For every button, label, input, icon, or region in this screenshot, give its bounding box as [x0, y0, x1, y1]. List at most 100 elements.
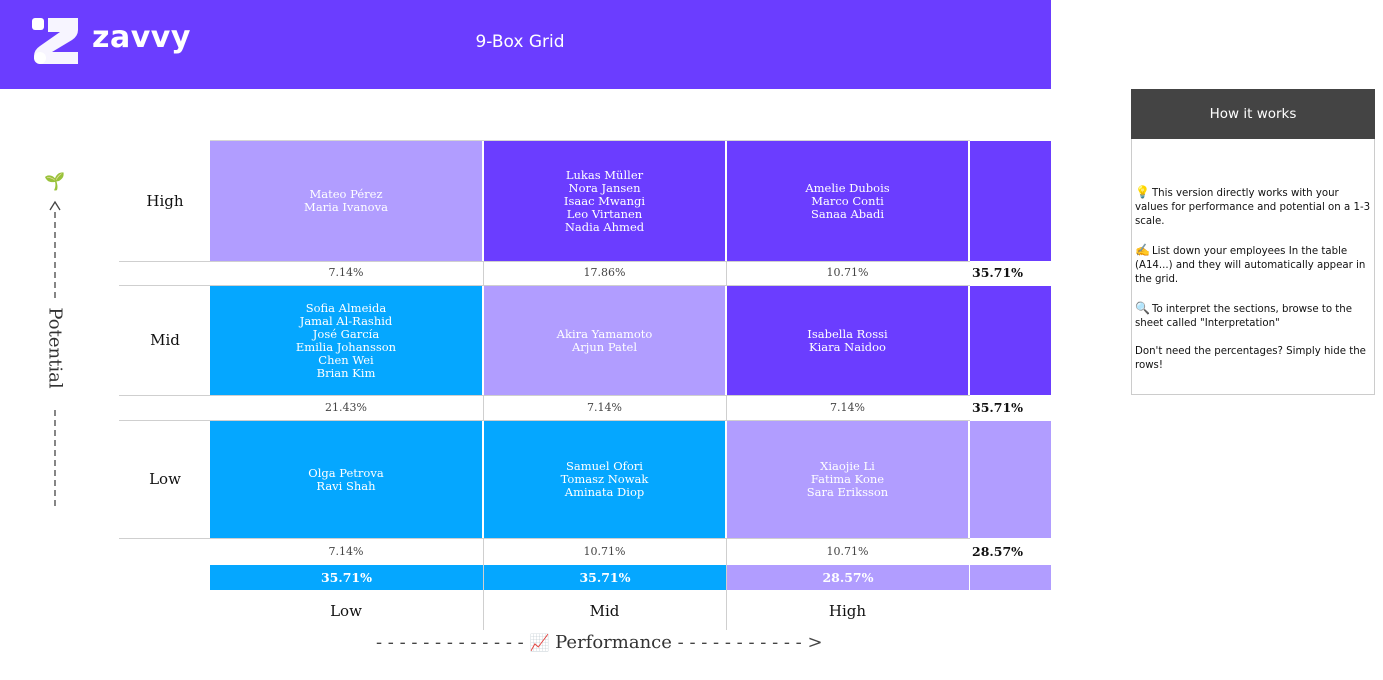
employee-name: Emilia Johansson: [295, 339, 397, 354]
employee-name: José García: [312, 326, 380, 341]
row-separator: [119, 395, 970, 396]
col-label-high: High: [828, 602, 867, 620]
magnifier-icon: 🔍: [1135, 301, 1150, 315]
cell-percentage: 7.14%: [328, 266, 364, 279]
row-total-low: 28.57%: [972, 544, 1024, 559]
cell-percentage: 7.14%: [830, 401, 865, 414]
employee-name: Arjun Patel: [571, 339, 638, 354]
employee-name: Sanaa Abadi: [810, 206, 885, 221]
row-edge-block-high: [970, 141, 1051, 261]
grid-cell-high-high[interactable]: Amelie Dubois Marco Conti Sanaa Abadi: [727, 141, 968, 261]
employee-name: Tomasz Nowak: [560, 472, 649, 486]
zavvy-logo-icon: [32, 18, 78, 64]
employee-name: Ravi Shah: [316, 478, 376, 493]
row-separator: [119, 285, 970, 286]
cell-percentage: 17.86%: [583, 266, 626, 279]
employee-name: Xiaojie Li: [820, 459, 875, 473]
grid-vline: [483, 261, 484, 285]
employee-name: Akira Yamamoto: [556, 326, 653, 341]
grid-vline: [726, 538, 727, 630]
logo-text: zavvy: [92, 20, 191, 55]
employee-name: Mateo Pérez: [309, 187, 383, 201]
employee-name: Chen Wei: [318, 352, 374, 367]
employee-name: Kiara Naidoo: [809, 339, 886, 354]
employee-name: Sara Eriksson: [806, 485, 889, 499]
row-total-high: 35.71%: [972, 265, 1024, 280]
employee-name: Amelie Dubois: [805, 180, 890, 195]
employee-name: Samuel Ofori: [566, 459, 643, 473]
how-it-works-item: 🔍 To interpret the sections, browse to th…: [1135, 301, 1373, 331]
cell-percentage: 10.71%: [826, 266, 869, 279]
grid-cell-mid-mid[interactable]: Akira Yamamoto Arjun Patel: [484, 286, 725, 395]
how-it-works-text: This version directly works with your va…: [1135, 188, 1371, 227]
employee-name: Nora Jansen: [568, 180, 641, 195]
row-total-mid: 35.71%: [972, 400, 1024, 415]
how-it-works-text: To interpret the sections, browse to the…: [1135, 304, 1353, 329]
cell-percentage: 10.71%: [826, 545, 869, 558]
how-it-works-panel: [1131, 89, 1375, 395]
employee-name: Maria Ivanova: [304, 200, 388, 214]
employee-name: Isabella Rossi: [807, 326, 888, 341]
row-edge-block-low: [970, 421, 1051, 538]
how-it-works-item: Don't need the percentages? Simply hide …: [1135, 345, 1373, 373]
grid-top-border: [210, 140, 970, 141]
employee-name: Fatima Kone: [810, 472, 885, 486]
cell-percentage: 7.14%: [328, 545, 364, 558]
grid-cell-high-low[interactable]: Mateo Pérez Maria Ivanova: [210, 141, 482, 261]
how-it-works-item: 💡 This version directly works with your v…: [1135, 185, 1373, 229]
employee-name: Brian Kim: [316, 365, 376, 380]
potential-axis-label: Potential: [44, 307, 66, 389]
seedling-icon: 🌱: [44, 172, 66, 192]
row-label-low: Low: [149, 470, 181, 488]
page-title: 9-Box Grid: [475, 32, 565, 52]
grid-vline: [726, 396, 727, 420]
pen-icon: ✍️: [1135, 243, 1150, 257]
performance-axis-arrow: - - - - - - - - - - - >: [677, 632, 823, 653]
row-label-mid: Mid: [150, 331, 180, 349]
col-total-corner: [970, 565, 1051, 590]
employee-name: Aminata Diop: [564, 485, 645, 499]
grid-vline: [483, 396, 484, 420]
col-total-low: 35.71%: [210, 565, 483, 590]
grid-cell-mid-high[interactable]: Isabella Rossi Kiara Naidoo: [727, 286, 968, 395]
row-separator: [119, 538, 970, 539]
how-it-works-item: ✍️ List down your employees In the table …: [1135, 243, 1373, 287]
cell-percentage: 10.71%: [583, 545, 626, 558]
performance-axis: - - - - - - - - - - - - - 📈 Performance …: [376, 632, 823, 653]
col-label-low: Low: [330, 602, 362, 620]
grid-cell-low-low[interactable]: Olga Petrova Ravi Shah: [210, 421, 482, 538]
potential-axis: 🌱 Potential: [38, 172, 74, 508]
grid-cell-high-mid[interactable]: Lukas Müller Nora Jansen Isaac Mwangi Leo V…: [484, 141, 725, 261]
row-separator: [119, 261, 970, 262]
row-label-high: High: [146, 192, 184, 210]
col-label-mid: Mid: [589, 602, 620, 620]
app-header: zavvy 9-Box Grid: [0, 0, 1051, 89]
grid-vline: [726, 261, 727, 285]
grid-vline: [483, 538, 484, 630]
chart-increasing-icon: 📈: [529, 633, 550, 652]
employee-name: Isaac Mwangi: [563, 193, 646, 208]
how-it-works-body: 💡 This version directly works with your v…: [1135, 185, 1373, 387]
how-it-works-text: Don't need the percentages? Simply hide …: [1135, 346, 1366, 371]
row-edge-block-mid: [970, 286, 1051, 395]
employee-name: Jamal Al-Rashid: [299, 313, 393, 328]
how-it-works-title: How it works: [1131, 89, 1375, 139]
grid-cell-low-high[interactable]: Xiaojie Li Fatima Kone Sara Eriksson: [727, 421, 968, 538]
grid-cell-mid-low[interactable]: Sofia Almeida Jamal Al-Rashid José García E…: [210, 286, 482, 395]
col-total-high: 28.57%: [727, 565, 969, 590]
employee-name: Marco Conti: [811, 193, 884, 208]
employee-name: Nadia Ahmed: [564, 219, 645, 234]
performance-axis-dashes: - - - - - - - - - - - - -: [376, 632, 530, 653]
employee-name: Sofia Almeida: [305, 300, 387, 315]
row-separator: [119, 420, 970, 421]
how-it-works-text: List down your employees In the table (A…: [1135, 246, 1366, 285]
col-total-mid: 35.71%: [484, 565, 726, 590]
grid-cell-low-mid[interactable]: Samuel Ofori Tomasz Nowak Aminata Diop: [484, 421, 725, 538]
cell-percentage: 21.43%: [325, 401, 367, 414]
employee-name: Olga Petrova: [308, 465, 384, 480]
lightbulb-icon: 💡: [1135, 185, 1150, 199]
employee-name: Leo Virtanen: [566, 206, 643, 221]
employee-name: Lukas Müller: [565, 167, 644, 182]
potential-axis-arrow: [49, 200, 61, 506]
cell-percentage: 7.14%: [587, 401, 622, 414]
